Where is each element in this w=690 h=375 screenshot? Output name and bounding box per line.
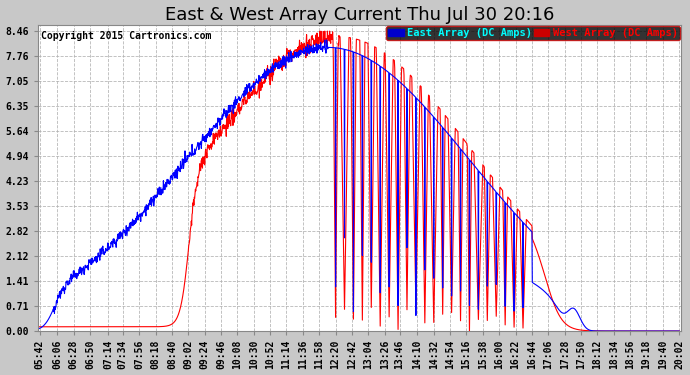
- Text: Copyright 2015 Cartronics.com: Copyright 2015 Cartronics.com: [41, 31, 212, 41]
- Title: East & West Array Current Thu Jul 30 20:16: East & West Array Current Thu Jul 30 20:…: [165, 6, 554, 24]
- Legend: East Array (DC Amps), West Array (DC Amps): East Array (DC Amps), West Array (DC Amp…: [386, 26, 680, 40]
